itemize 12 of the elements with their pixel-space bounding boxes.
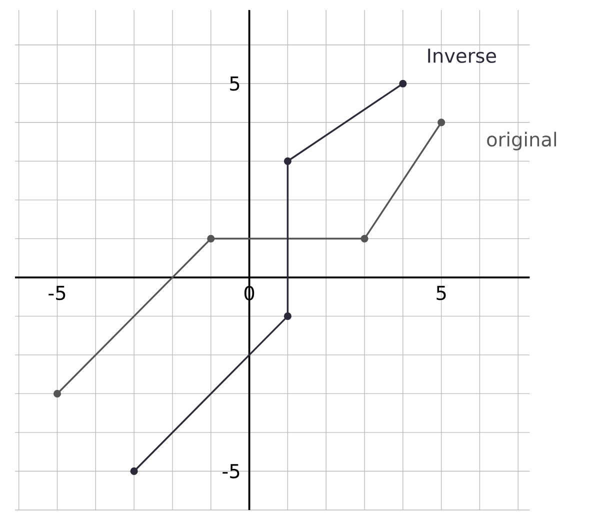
point bbox=[438, 118, 446, 126]
point bbox=[284, 158, 292, 166]
point bbox=[130, 468, 138, 476]
series-label: Inverse bbox=[428, 48, 496, 64]
x-tick-label: -5 bbox=[48, 286, 66, 300]
point bbox=[399, 80, 407, 88]
point bbox=[207, 235, 215, 243]
text: original bbox=[487, 132, 556, 151]
point bbox=[360, 235, 368, 243]
x-tick-label: 5 bbox=[436, 286, 446, 300]
point bbox=[284, 312, 292, 320]
point bbox=[53, 390, 62, 398]
